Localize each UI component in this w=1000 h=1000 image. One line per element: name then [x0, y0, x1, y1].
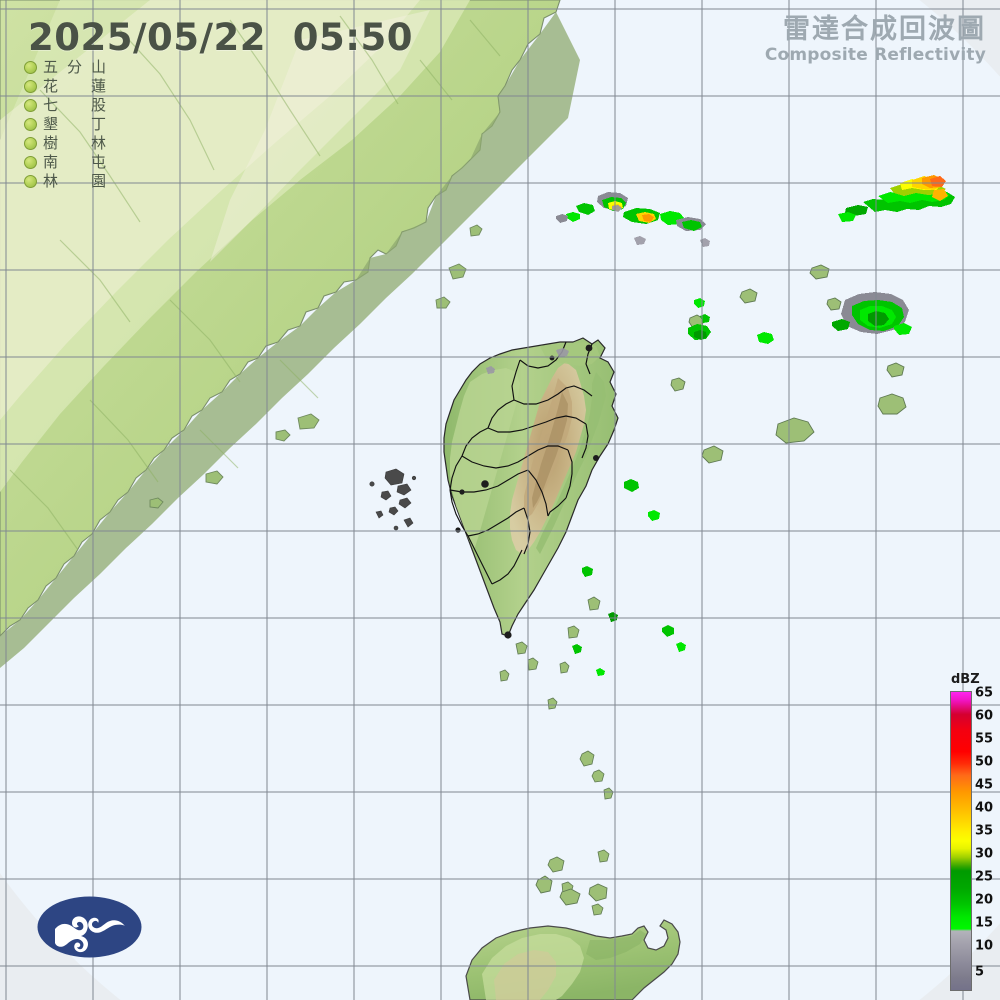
colorbar-tick-35: 35 [975, 823, 994, 839]
station-char-1-1: 五 [43, 58, 59, 76]
cwa-logo [37, 896, 142, 958]
station-char-2-3: 蓮 [91, 77, 107, 95]
colorbar-tick-45: 45 [975, 777, 994, 793]
station-dot-kenting[interactable] [24, 118, 37, 131]
colorbar-tick-20: 20 [975, 892, 994, 908]
station-char-7-3: 園 [91, 172, 107, 190]
station-char-3-1: 七 [43, 96, 59, 114]
station-name-column-2: 分 [67, 58, 82, 191]
station-char-4-3: 丁 [91, 115, 107, 133]
title-chinese: 雷達合成回波圖 [783, 14, 986, 45]
station-char-5-3: 林 [91, 134, 107, 152]
echo-scattered-east [572, 298, 774, 676]
colorbar-tick-10: 10 [975, 938, 994, 954]
dbz-colorbar: dBZ 65 60 55 50 45 40 35 30 25 20 15 10 … [948, 672, 1000, 1000]
echo-cluster-east [832, 292, 912, 335]
station-dot-hualien[interactable] [24, 80, 37, 93]
luzon-island [465, 919, 681, 1000]
taiwan-island [443, 337, 619, 639]
station-char-1-2: 分 [67, 58, 83, 76]
colorbar-unit-label: dBZ [951, 672, 980, 687]
station-char-5-1: 樹 [43, 134, 59, 152]
station-char-7-1: 林 [43, 172, 59, 190]
station-name-column-3: 山 蓮 股 丁 林 屯 園 [91, 58, 106, 191]
station-dot-linyuan[interactable] [24, 175, 37, 188]
station-dot-column [24, 58, 37, 188]
station-dot-cigu[interactable] [24, 99, 37, 112]
station-char-5-2 [67, 134, 82, 153]
timestamp-label: 2025/05/22 05:50 [28, 16, 414, 59]
colorbar-tick-65: 65 [975, 685, 994, 701]
station-dot-nantun[interactable] [24, 156, 37, 169]
station-name-column-1: 五 花 七 墾 樹 南 林 [43, 58, 58, 191]
colorbar-tick-55: 55 [975, 731, 994, 747]
colorbar-tick-5: 5 [975, 964, 985, 980]
station-char-1-3: 山 [91, 58, 107, 76]
penghu-islands [369, 468, 417, 531]
colorbar-tick-50: 50 [975, 754, 994, 770]
station-char-3-3: 股 [91, 96, 107, 114]
station-char-4-1: 墾 [43, 115, 59, 133]
station-char-2-1: 花 [43, 77, 59, 95]
colorbar-tick-15: 15 [975, 915, 994, 931]
station-char-6-3: 屯 [91, 153, 107, 171]
mainland-china-landmass [0, 0, 580, 668]
station-char-6-2 [67, 153, 82, 172]
title-english: Composite Reflectivity [764, 45, 986, 66]
radar-station-legend: 五 花 七 墾 樹 南 林 分 山 蓮 股 丁 林 屯 園 [24, 58, 106, 191]
station-char-4-2 [67, 115, 82, 134]
batanes-islets [535, 875, 608, 906]
colorbar-tick-30: 30 [975, 846, 994, 862]
colorbar-tick-40: 40 [975, 800, 994, 816]
title-block: 雷達合成回波圖 Composite Reflectivity [764, 14, 986, 66]
colorbar-gradient [950, 691, 972, 991]
station-char-3-2 [67, 96, 82, 115]
ryukyu-islands [670, 264, 907, 464]
colorbar-tick-60: 60 [975, 708, 994, 724]
station-char-7-2 [67, 172, 82, 191]
station-char-6-1: 南 [43, 153, 59, 171]
station-dot-shulin[interactable] [24, 137, 37, 150]
station-char-2-2 [67, 77, 82, 96]
colorbar-tick-25: 25 [975, 869, 994, 885]
station-dot-wufenshan[interactable] [24, 61, 37, 74]
